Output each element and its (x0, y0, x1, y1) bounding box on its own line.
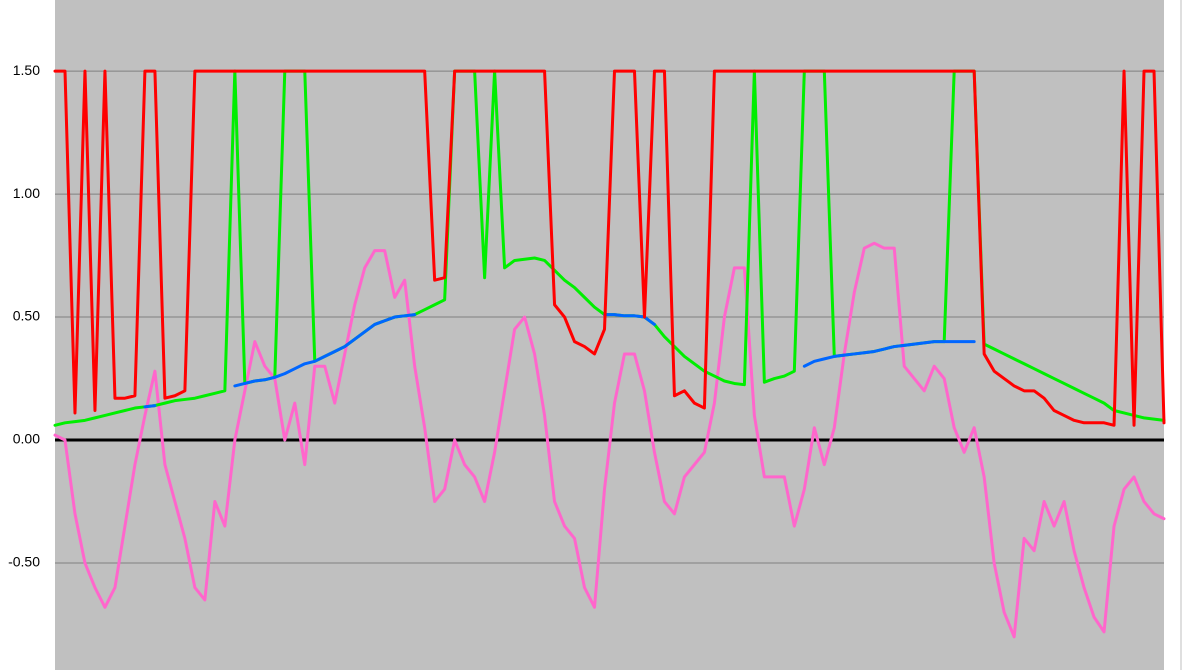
y-tick-label: 1.00 (13, 185, 40, 201)
y-tick-label: 0.00 (13, 431, 40, 447)
y-tick-label: 1.50 (13, 62, 40, 78)
plot-area (55, 0, 1164, 670)
y-tick-label: 0.50 (13, 308, 40, 324)
series-line (143, 313, 976, 409)
y-tick-label: -0.50 (8, 554, 40, 570)
series-line (53, 69, 1166, 427)
series-line (53, 241, 1166, 639)
